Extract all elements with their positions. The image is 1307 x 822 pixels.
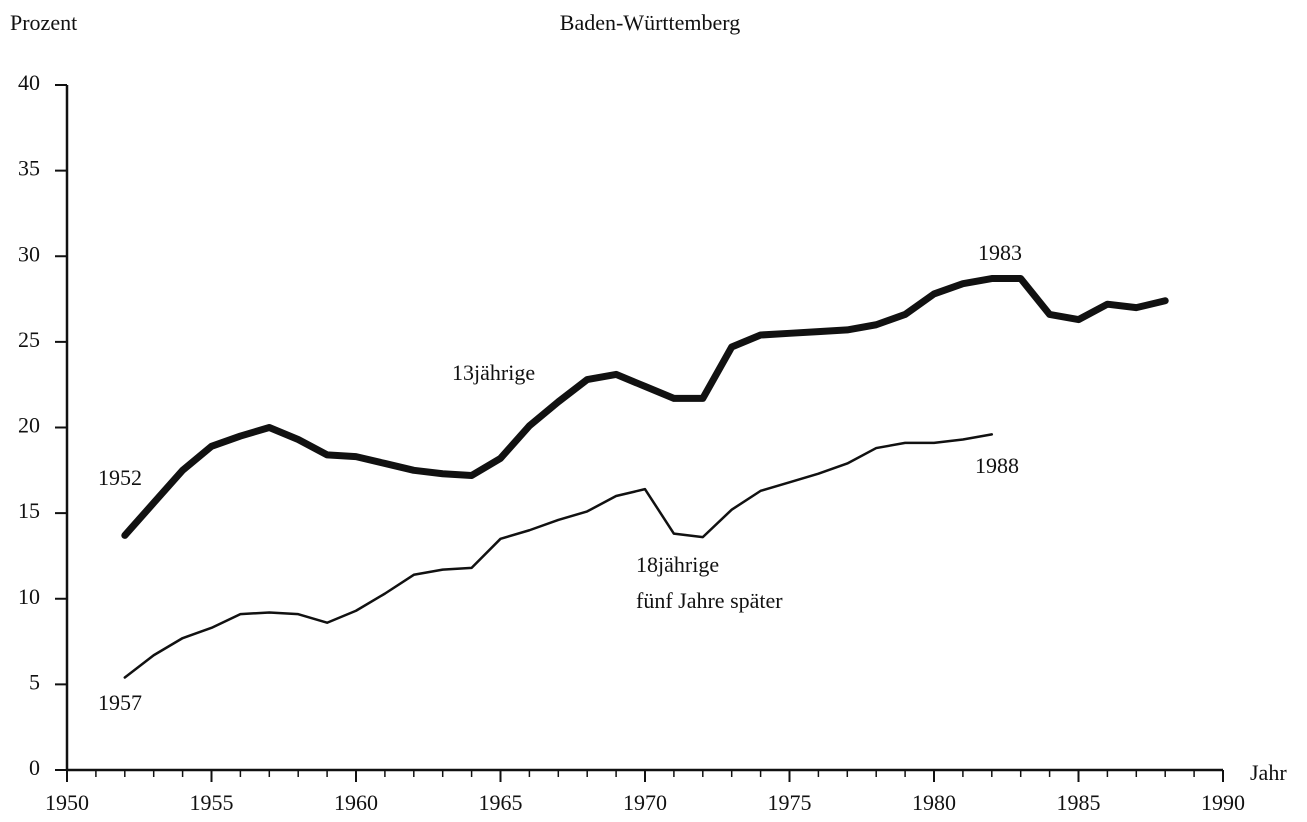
annotation: 13jährige	[452, 360, 535, 385]
x-tick-label: 1955	[190, 790, 234, 815]
x-tick-label: 1950	[45, 790, 89, 815]
y-tick-label: 40	[18, 70, 40, 95]
y-tick-label: 35	[18, 156, 40, 181]
annotation: 1957	[98, 690, 142, 715]
x-tick-label: 1970	[623, 790, 667, 815]
y-tick-label: 20	[18, 413, 40, 438]
annotation: 1983	[978, 240, 1022, 265]
series-line	[123, 433, 994, 679]
annotation: 18jährige	[636, 552, 719, 577]
y-tick-label: 25	[18, 327, 40, 352]
x-tick-label: 1990	[1201, 790, 1245, 815]
x-tick-label: 1960	[334, 790, 378, 815]
y-tick-label: 30	[18, 241, 40, 266]
x-tick-label: 1975	[768, 790, 812, 815]
y-axis-label: Prozent	[10, 10, 77, 35]
y-tick-label: 10	[18, 584, 40, 609]
y-tick-label: 15	[18, 498, 40, 523]
x-tick-label: 1965	[479, 790, 523, 815]
chart-title: Baden-Württemberg	[560, 10, 740, 35]
x-tick-label: 1985	[1057, 790, 1101, 815]
annotation: fünf Jahre später	[636, 588, 783, 613]
x-tick-label: 1980	[912, 790, 956, 815]
x-axis-label: Jahr	[1250, 760, 1287, 785]
annotation: 1988	[975, 453, 1019, 478]
y-tick-label: 0	[29, 755, 40, 780]
series-line	[121, 275, 1169, 539]
annotation: 1952	[98, 465, 142, 490]
y-tick-label: 5	[29, 669, 40, 694]
